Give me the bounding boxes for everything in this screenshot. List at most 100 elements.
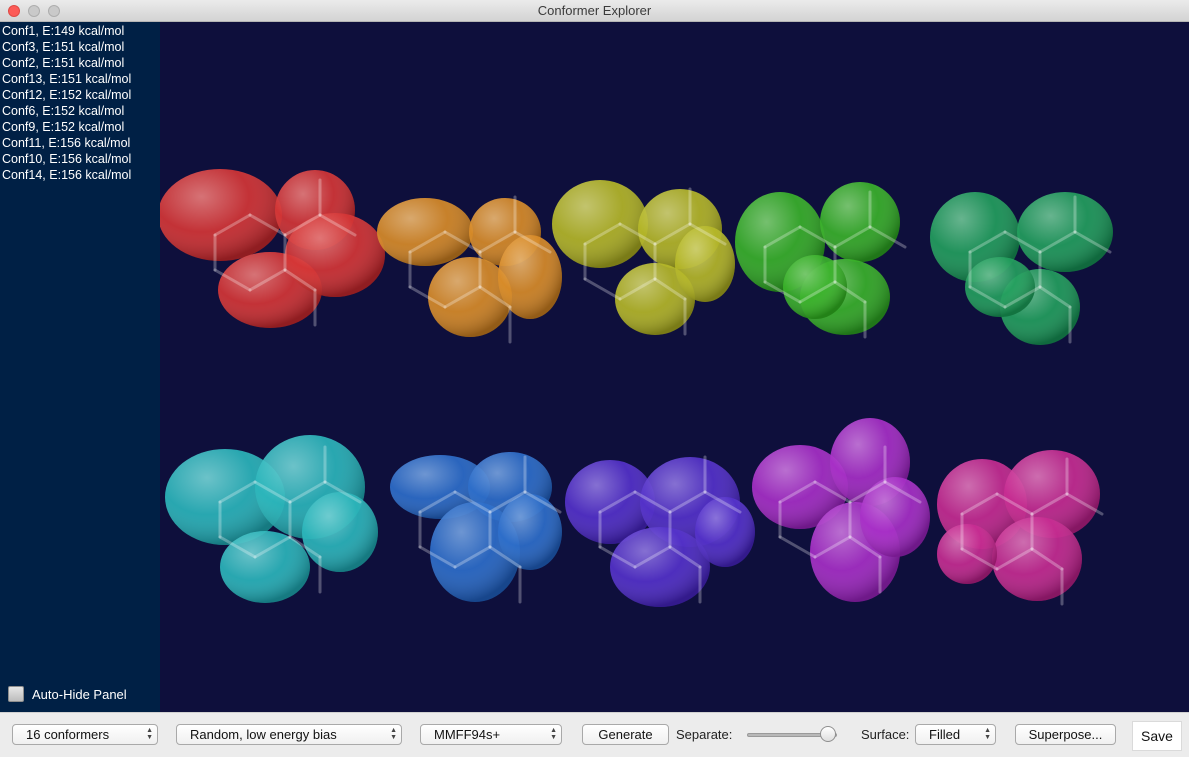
separate-label: Separate:: [676, 727, 733, 742]
bond-stick: [283, 268, 317, 292]
surface-highlight: [377, 198, 473, 266]
bond-stick: [488, 545, 522, 569]
surface-highlight: [220, 531, 310, 603]
conformer-list-item[interactable]: Conf2, E:151 kcal/mol: [2, 56, 125, 70]
superpose-button[interactable]: Superpose...: [1015, 724, 1116, 745]
auto-hide-checkbox[interactable]: [8, 686, 24, 702]
conformer-surface[interactable]: [165, 435, 378, 603]
surface-highlight: [565, 460, 655, 544]
sampling-method-select[interactable]: Random, low energy bias ▲ ▼: [176, 724, 402, 745]
bond-stick: [778, 480, 817, 504]
surface-highlight: [390, 455, 490, 519]
bond-stick: [995, 492, 1034, 516]
conformer-surface[interactable]: [565, 455, 755, 607]
bond-stick: [488, 490, 527, 514]
bond-stick: [778, 535, 817, 559]
bond-stick: [798, 225, 837, 249]
conformer-surface[interactable]: [390, 452, 562, 604]
bond-stick: [813, 535, 852, 559]
forcefield-select[interactable]: MMFF94s+ ▲ ▼: [420, 724, 562, 745]
surface-highlight: [695, 497, 755, 567]
title-bar: Conformer Explorer: [0, 0, 1189, 22]
bond-stick: [833, 225, 872, 249]
conformer-surface[interactable]: [937, 450, 1104, 606]
surface-highlight: [165, 449, 285, 545]
bond-stick: [688, 222, 727, 246]
auto-hide-toggle[interactable]: Auto-Hide Panel: [8, 686, 127, 702]
bond-stick: [318, 213, 357, 237]
conformer-list-item[interactable]: Conf10, E:156 kcal/mol: [2, 152, 132, 166]
bond-stick: [1030, 492, 1069, 516]
conformer-count-value: 16 conformers: [26, 727, 110, 742]
surface-highlight: [552, 180, 648, 268]
save-button[interactable]: Save: [1132, 721, 1182, 751]
conformer-surface[interactable]: [752, 418, 930, 602]
surface-highlight: [285, 213, 385, 297]
select-arrows-icon: ▲ ▼: [146, 727, 153, 741]
conformer-surface[interactable]: [552, 180, 735, 336]
conformer-panel: Conf1, E:149 kcal/mol Conf3, E:151 kcal/m…: [0, 22, 160, 712]
zoom-window-button[interactable]: [48, 5, 60, 17]
bond-stick: [523, 490, 562, 514]
bond-stick: [213, 213, 252, 237]
surface-highlight: [302, 492, 378, 572]
bond-stick: [1030, 547, 1064, 571]
surface-highlight: [675, 226, 735, 302]
surface-highlight: [965, 257, 1035, 317]
bond-stick: [633, 490, 672, 514]
close-window-button[interactable]: [8, 5, 20, 17]
select-arrows-icon: ▲ ▼: [984, 727, 991, 741]
conformer-list-item[interactable]: Conf11, E:156 kcal/mol: [2, 136, 131, 150]
bond-stick: [813, 480, 852, 504]
bond-stick: [248, 213, 287, 237]
surface-highlight: [610, 527, 710, 607]
bond-stick: [323, 480, 362, 504]
conformer-count-select[interactable]: 16 conformers ▲ ▼: [12, 724, 158, 745]
conformer-surface[interactable]: [160, 169, 385, 328]
surface-highlight: [498, 494, 562, 570]
bond-stick: [408, 230, 447, 254]
surface-highlight: [160, 169, 282, 261]
bond-stick: [408, 285, 447, 309]
conformer-surface[interactable]: [735, 182, 907, 339]
bond-stick: [583, 222, 622, 246]
bond-stick: [1065, 492, 1104, 516]
conformer-surface[interactable]: [930, 192, 1113, 345]
bond-stick: [248, 268, 287, 292]
surface-highlight: [860, 477, 930, 557]
conformer-list-item[interactable]: Conf9, E:152 kcal/mol: [2, 120, 125, 134]
bond-stick: [960, 547, 999, 571]
bond-stick: [848, 535, 882, 559]
surface-label: Surface:: [861, 727, 910, 742]
surface-highlight: [937, 524, 997, 584]
surface-highlight: [430, 502, 520, 602]
minimize-window-button[interactable]: [28, 5, 40, 17]
molecule-canvas[interactable]: [160, 22, 1189, 712]
conformer-list-item[interactable]: Conf12, E:152 kcal/mol: [2, 88, 132, 102]
bond-stick: [218, 480, 257, 504]
molecule-viewer[interactable]: [160, 22, 1189, 712]
bond-stick: [418, 545, 457, 569]
bond-stick: [833, 280, 867, 304]
conformer-list-item[interactable]: Conf14, E:156 kcal/mol: [2, 168, 132, 182]
bond-stick: [868, 225, 907, 249]
bond-stick: [968, 230, 1007, 254]
bond-stick: [618, 222, 657, 246]
conformer-list-item[interactable]: Conf6, E:152 kcal/mol: [2, 104, 125, 118]
bond-stick: [213, 268, 252, 292]
bond-stick: [218, 535, 257, 559]
conformer-list-item[interactable]: Conf3, E:151 kcal/mol: [2, 40, 125, 54]
separate-slider-thumb[interactable]: [820, 726, 836, 742]
bond-stick: [418, 490, 457, 514]
conformer-list-item[interactable]: Conf1, E:149 kcal/mol: [2, 24, 125, 38]
bond-stick: [763, 225, 802, 249]
surface-select[interactable]: Filled ▲ ▼: [915, 724, 996, 745]
generate-button[interactable]: Generate: [582, 724, 669, 745]
surface-highlight: [428, 257, 512, 337]
conformer-surface[interactable]: [377, 195, 562, 344]
separate-slider[interactable]: [747, 733, 837, 737]
conformer-list-item[interactable]: Conf13, E:151 kcal/mol: [2, 72, 132, 86]
bond-stick: [443, 285, 482, 309]
surface-highlight: [498, 235, 562, 319]
